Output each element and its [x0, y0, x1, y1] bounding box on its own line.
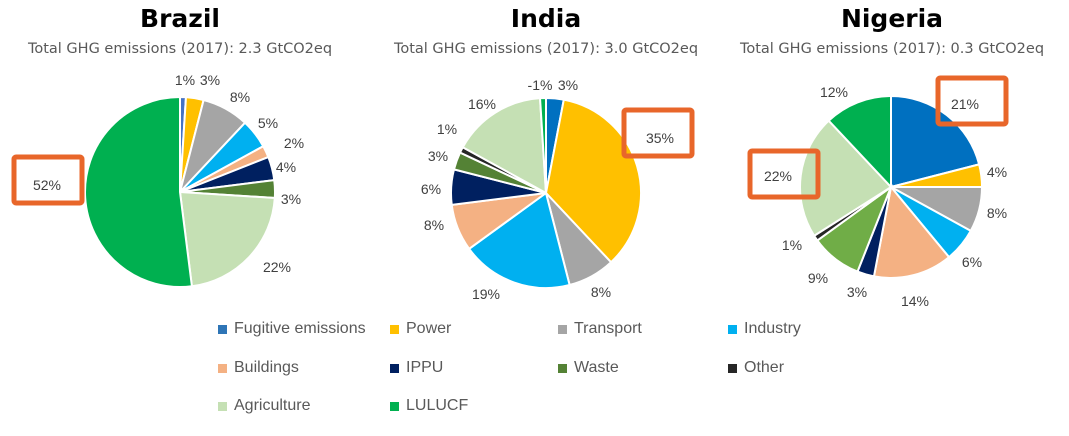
data-label: 4% [276, 159, 296, 175]
legend-item-fugitive-emissions: Fugitive emissions [218, 320, 366, 338]
legend-label: Fugitive emissions [234, 320, 366, 337]
data-label: -1% [528, 77, 553, 93]
legend-item-industry: Industry [728, 320, 801, 338]
data-label: 8% [987, 205, 1007, 221]
data-label: 1% [437, 121, 457, 137]
highlight-box [747, 148, 821, 200]
brazil-title: Brazil [140, 4, 220, 33]
data-label: 16% [468, 96, 496, 112]
data-label: 1% [175, 72, 195, 88]
legend-item-buildings: Buildings [218, 359, 299, 377]
highlight-box [935, 75, 1009, 127]
legend-label: Transport [574, 320, 642, 337]
legend-label: Other [744, 359, 785, 376]
data-label: 3% [281, 191, 301, 207]
legend-swatch [728, 363, 737, 373]
highlight-box [621, 107, 695, 159]
data-label: 3% [200, 72, 220, 88]
data-label: 22% [263, 259, 291, 275]
legend-swatch [390, 363, 399, 373]
data-label: 8% [591, 284, 611, 300]
data-label: 12% [820, 84, 848, 100]
pie-slice-agriculture [178, 190, 276, 288]
pie-slice-lulucf [84, 95, 194, 288]
legend-swatch [728, 324, 737, 334]
data-label: 6% [421, 181, 441, 197]
data-label: 35% [646, 130, 674, 146]
data-label: 3% [847, 284, 867, 300]
legend-label: Agriculture [234, 397, 311, 414]
legend-swatch [390, 324, 399, 334]
data-label: 8% [230, 89, 250, 105]
data-label: 3% [428, 148, 448, 164]
legend-item-other: Other [728, 359, 784, 377]
legend-swatch [218, 401, 227, 411]
india-subtitle: Total GHG emissions (2017): 3.0 GtCO2eq [393, 41, 699, 57]
pie-slice-agriculture [799, 119, 893, 238]
pie-slice-buildings [872, 184, 951, 279]
data-label: 3% [558, 77, 578, 93]
pie-slice-lulucf [827, 94, 892, 190]
data-label: 5% [258, 115, 278, 131]
legend-item-lulucf: LULUCF [390, 397, 468, 415]
legend-label: Power [406, 320, 452, 337]
legend-swatch [218, 324, 227, 334]
legend-swatch [558, 363, 567, 373]
data-label: 6% [962, 254, 982, 270]
legend-label: LULUCF [406, 397, 469, 414]
data-label: 52% [33, 177, 61, 193]
data-label: 14% [901, 293, 929, 309]
pie-slice-agriculture [461, 97, 548, 195]
data-label: 4% [987, 164, 1007, 180]
pie-slice-power [544, 98, 642, 264]
legend-label: Waste [574, 359, 619, 376]
legend-item-agriculture: Agriculture [218, 397, 310, 415]
nigeria-subtitle: Total GHG emissions (2017): 0.3 GtCO2eq [739, 41, 1045, 57]
india-title: India [510, 4, 582, 33]
legend-item-ippu: IPPU [390, 359, 443, 377]
data-label: 22% [764, 168, 792, 184]
legend-label: Buildings [234, 359, 299, 376]
pie-slice-industry [467, 191, 571, 289]
legend-swatch [558, 324, 567, 334]
legend-item-transport: Transport [558, 320, 642, 338]
data-label: 8% [424, 217, 444, 233]
legend-label: IPPU [406, 359, 444, 376]
legend-swatch [390, 401, 399, 411]
legend-item-power: Power [390, 320, 451, 338]
brazil-subtitle: Total GHG emissions (2017): 2.3 GtCO2eq [27, 41, 333, 57]
nigeria-title: Nigeria [840, 4, 944, 33]
pie-slice-fugitive-emissions [890, 94, 981, 189]
data-label: 9% [808, 270, 828, 286]
legend-swatch [218, 363, 227, 373]
data-label: 19% [472, 286, 500, 302]
legend-label: Industry [744, 320, 801, 337]
data-label: 2% [284, 135, 304, 151]
pie-slice-lulucf [538, 96, 547, 194]
legend-item-waste: Waste [558, 359, 619, 377]
data-label: 1% [782, 237, 802, 253]
data-label: 21% [951, 96, 979, 112]
highlight-box [11, 154, 85, 206]
